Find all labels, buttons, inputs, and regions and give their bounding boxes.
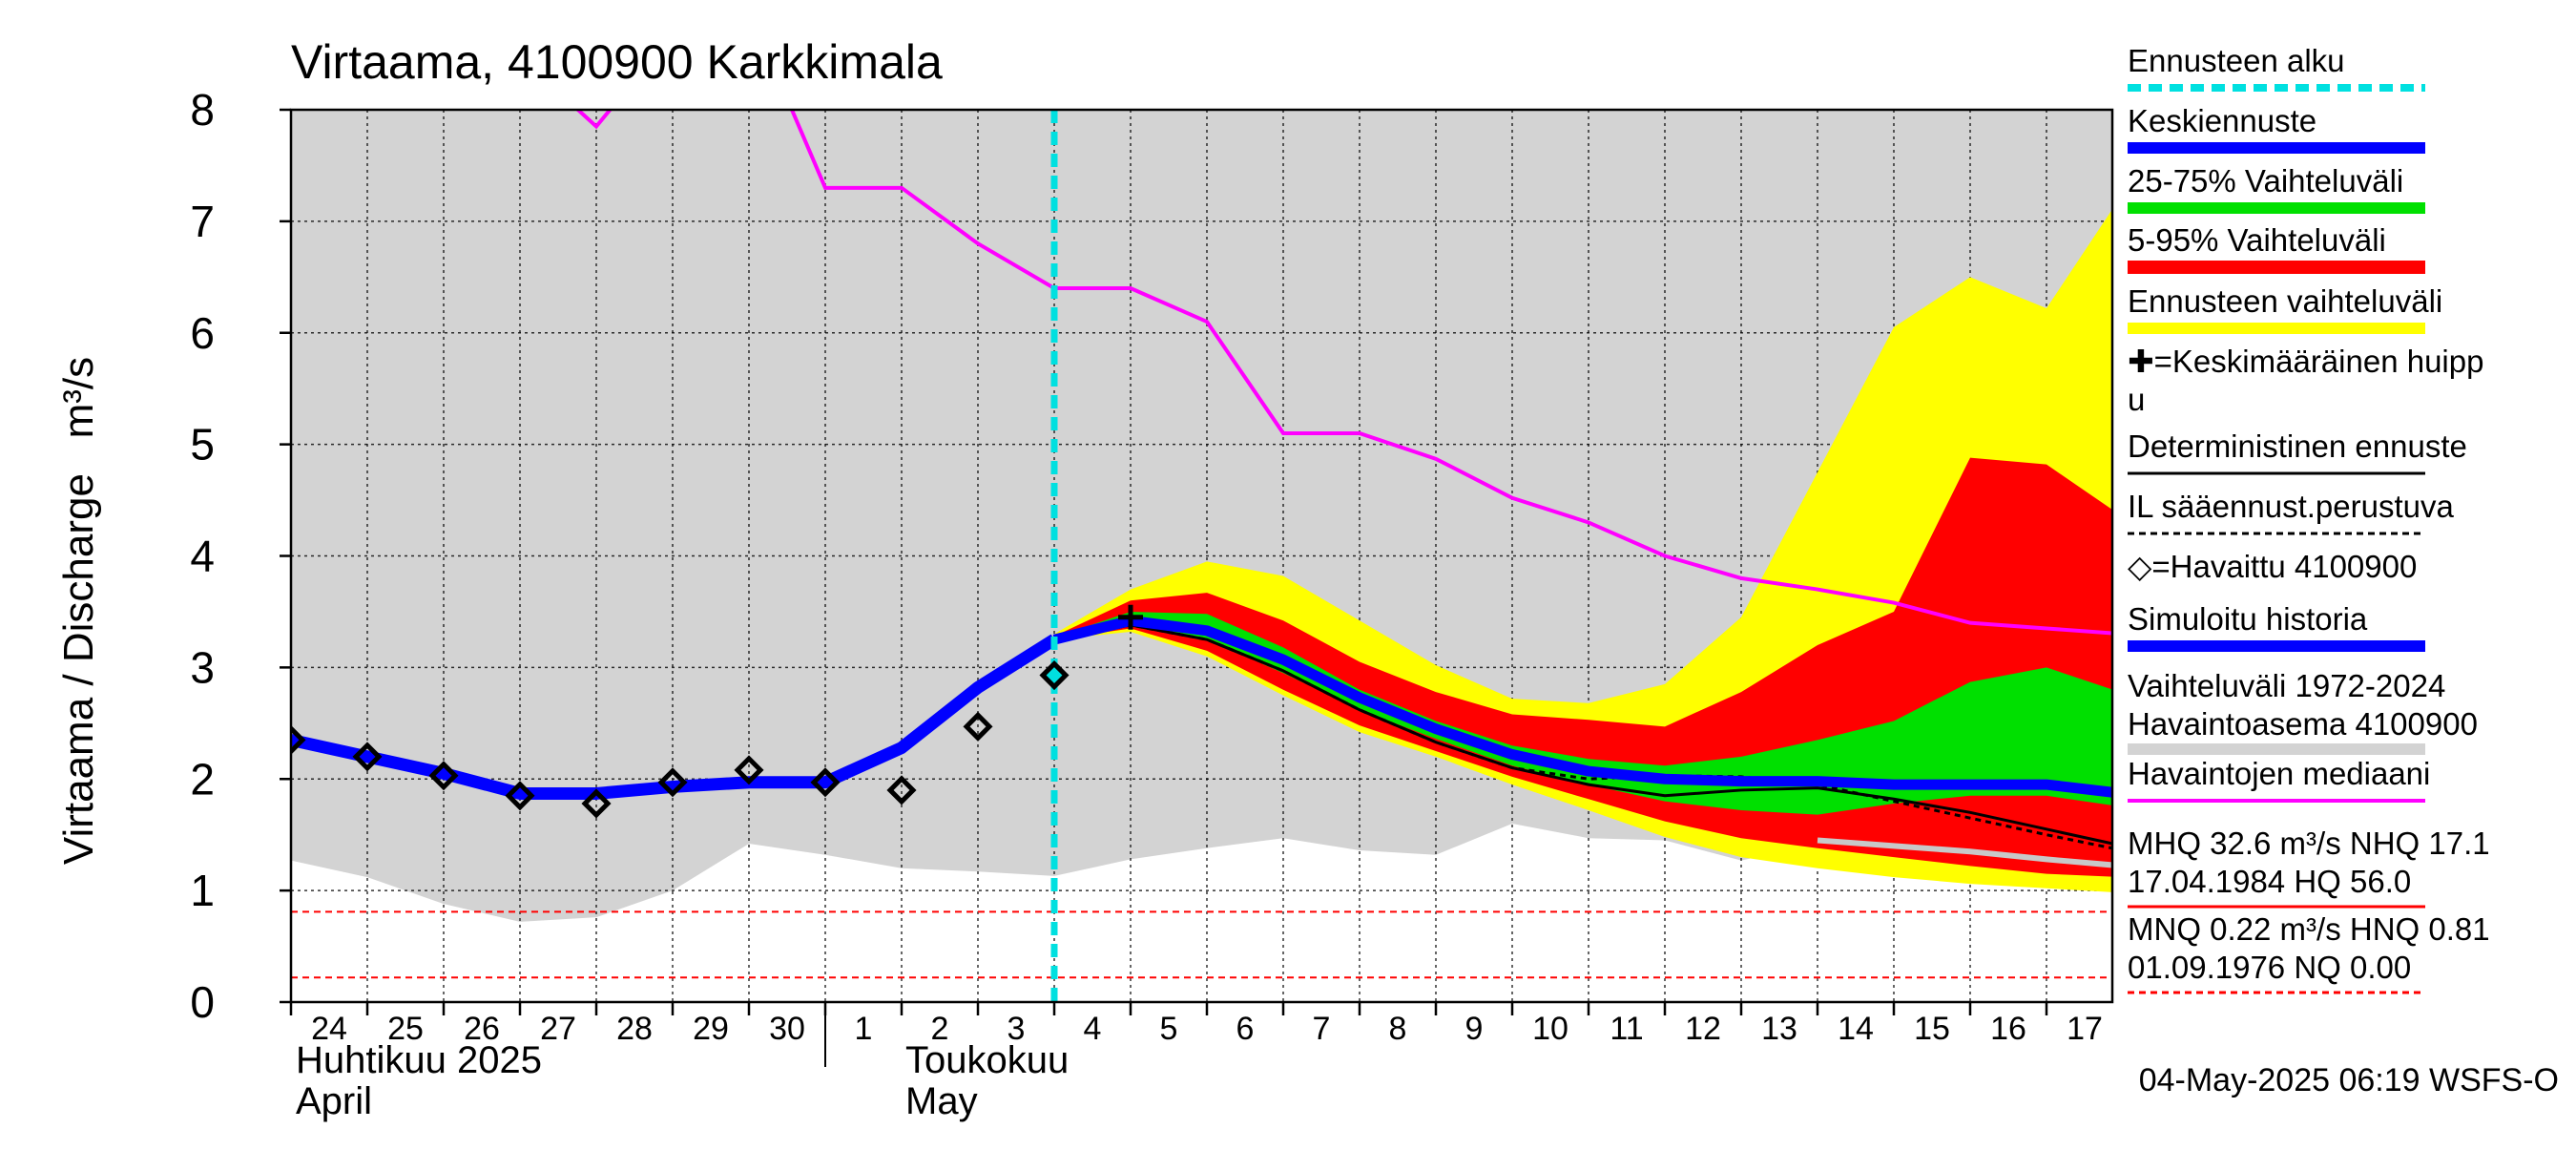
legend-label: Deterministinen ennuste xyxy=(2128,429,2467,464)
x-tick-label: 12 xyxy=(1685,1011,1721,1047)
x-tick-label: 6 xyxy=(1236,1011,1255,1047)
x-tick-label: 7 xyxy=(1313,1011,1331,1047)
observed-point xyxy=(734,755,764,785)
legend-label: MNQ 0.22 m³/s HNQ 0.81 xyxy=(2128,911,2490,947)
legend-label: IL sääennust.perustuva xyxy=(2128,489,2454,524)
observed-point xyxy=(291,724,306,755)
legend-label: Ennusteen vaihteluväli xyxy=(2128,283,2442,319)
observed-point xyxy=(657,767,688,798)
y-tick-label: 7 xyxy=(190,197,215,246)
observed-point xyxy=(428,761,459,791)
x-month-label: May xyxy=(905,1080,978,1122)
legend: Ennusteen alku Keskiennuste 25-75% Vaihtel… xyxy=(2128,43,2490,994)
legend-label: Ennusteen alku xyxy=(2128,43,2345,78)
x-tick-label: 25 xyxy=(387,1011,424,1047)
legend-label: Simuloitu historia xyxy=(2128,601,2368,637)
minor-forecast-line xyxy=(1817,837,2112,868)
p25-75-band xyxy=(1054,611,2112,815)
x-tick-label: 9 xyxy=(1465,1011,1484,1047)
x-tick-label: 16 xyxy=(1990,1011,2026,1047)
x-tick-label: 14 xyxy=(1838,1011,1874,1047)
timestamp: 04-May-2025 06:19 WSFS-O xyxy=(2139,1062,2559,1098)
y-tick-label: 4 xyxy=(190,532,215,581)
chart-title: Virtaama, 4100900 Karkkimala xyxy=(291,35,943,89)
y-tick-label: 8 xyxy=(190,85,215,135)
observed-point xyxy=(581,788,612,819)
y-tick-label: 5 xyxy=(190,420,215,470)
mean-forecast-line xyxy=(1052,615,2112,798)
x-tick-label: 4 xyxy=(1084,1011,1102,1047)
x-tick-label: 29 xyxy=(693,1011,729,1047)
x-tick-label: 27 xyxy=(540,1011,576,1047)
x-tick-label: 3 xyxy=(1008,1011,1026,1047)
legend-label: Keskiennuste xyxy=(2128,103,2316,138)
x-tick-label: 24 xyxy=(311,1011,347,1047)
il-forecast-line xyxy=(1053,623,2112,850)
legend-label: Vaihteluväli 1972-2024 xyxy=(2128,668,2445,703)
x-tick-label: 8 xyxy=(1389,1011,1407,1047)
legend-label: 25-75% Vaihteluväli xyxy=(2128,163,2403,199)
legend-label: Havaintojen mediaani xyxy=(2128,756,2430,791)
legend-label: ◇=Havaittu 4100900 xyxy=(2128,549,2417,584)
median-observed-line xyxy=(574,110,2112,636)
observed-point xyxy=(1039,660,1070,691)
x-month-label: Huhtikuu 2025 xyxy=(296,1039,542,1081)
x-tick-label: 11 xyxy=(1610,1011,1643,1047)
observed-point xyxy=(963,711,993,742)
legend-label: 5-95% Vaihteluväli xyxy=(2128,222,2386,258)
x-tick-label: 5 xyxy=(1160,1011,1178,1047)
x-tick-label: 30 xyxy=(769,1011,805,1047)
observed-point xyxy=(352,742,383,772)
legend-label-line2: u xyxy=(2128,382,2145,417)
x-month-label: April xyxy=(296,1080,372,1122)
y-tick-label: 3 xyxy=(190,642,215,692)
legend-label-line2: 01.09.1976 NQ 0.00 xyxy=(2128,950,2411,985)
legend-label-line2: Havaintoasema 4100900 xyxy=(2128,706,2478,742)
x-tick-label: 13 xyxy=(1761,1011,1797,1047)
y-tick-label: 6 xyxy=(190,308,215,358)
x-tick-label: 28 xyxy=(616,1011,653,1047)
x-tick-label: 1 xyxy=(855,1011,873,1047)
x-tick-label: 2 xyxy=(931,1011,949,1047)
x-tick-label: 15 xyxy=(1914,1011,1950,1047)
mean-peak-marker xyxy=(1118,604,1143,630)
simulated-history-line xyxy=(291,634,1058,800)
x-tick-label: 10 xyxy=(1532,1011,1568,1047)
y-tick-label: 0 xyxy=(190,977,215,1027)
x-tick-label: 26 xyxy=(464,1011,500,1047)
legend-label: MHQ 32.6 m³/s NHQ 17.1 xyxy=(2128,826,2490,861)
y-tick-label: 2 xyxy=(190,754,215,804)
x-tick-label: 17 xyxy=(2067,1011,2103,1047)
observed-point xyxy=(886,775,917,805)
x-month-label: Toukokuu xyxy=(905,1039,1069,1081)
plot-area xyxy=(291,110,2112,1002)
legend-label-line2: 17.04.1984 HQ 56.0 xyxy=(2128,864,2411,899)
y-tick-label: 1 xyxy=(190,866,215,915)
y-axis-label: Virtaama / Discharge m³/s xyxy=(55,357,102,865)
observed-point xyxy=(505,781,535,811)
observed-point xyxy=(810,767,841,798)
legend-label: ✚=Keskimääräinen huipp xyxy=(2128,344,2483,379)
